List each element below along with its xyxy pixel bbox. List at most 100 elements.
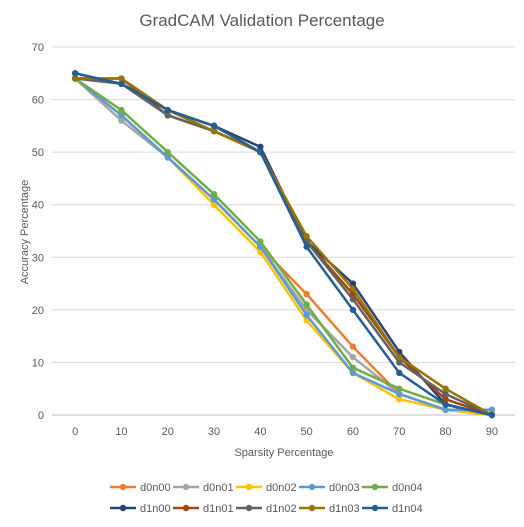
legend-label: d0n04 xyxy=(392,482,423,494)
data-point xyxy=(118,75,125,82)
legend-swatch-marker xyxy=(371,504,379,512)
data-point xyxy=(164,112,171,119)
data-point xyxy=(303,233,310,240)
legend-item-d0n02: d0n02 xyxy=(236,482,297,494)
y-tick-labels: 0 10 20 30 40 50 60 70 xyxy=(32,42,44,422)
legend-swatch-marker xyxy=(245,504,253,512)
x-tick-label: 80 xyxy=(439,426,451,438)
data-point xyxy=(396,390,403,398)
y-tick-label: 50 xyxy=(32,147,44,159)
data-point xyxy=(164,154,171,161)
data-point xyxy=(442,396,449,403)
data-point xyxy=(349,364,357,371)
data-point xyxy=(488,411,496,419)
legend-item-d0n04: d0n04 xyxy=(362,482,423,494)
data-point xyxy=(396,385,403,392)
y-tick-label: 10 xyxy=(32,357,44,369)
data-point xyxy=(118,117,125,124)
x-tick-label: 20 xyxy=(162,426,174,438)
data-point xyxy=(210,122,218,130)
x-axis-label: Sparsity Percentage xyxy=(234,447,333,459)
legend-label: d0n03 xyxy=(329,482,360,494)
data-point xyxy=(349,369,357,377)
data-point xyxy=(303,243,310,250)
data-point xyxy=(210,196,218,203)
x-tick-label: 60 xyxy=(347,426,359,438)
legend-item-d1n01: d1n01 xyxy=(173,503,234,515)
y-tick-label: 70 xyxy=(32,42,44,54)
y-tick-label: 60 xyxy=(32,95,44,107)
legend-label: d0n02 xyxy=(266,482,297,494)
data-point xyxy=(303,301,310,308)
data-point xyxy=(118,80,125,88)
data-point xyxy=(396,369,403,377)
legend-item-d1n00: d1n00 xyxy=(110,503,171,515)
data-point xyxy=(396,353,403,361)
data-point xyxy=(442,406,449,413)
x-tick-label: 30 xyxy=(208,426,220,438)
x-tick-label: 90 xyxy=(486,426,498,438)
data-point xyxy=(349,296,357,303)
y-axis-label: Accuracy Percentage xyxy=(19,180,31,285)
series-d1n04 xyxy=(71,70,496,419)
legend-label: d0n00 xyxy=(140,482,171,494)
series-line-d0n04 xyxy=(73,77,494,417)
legend-item-d0n03: d0n03 xyxy=(299,482,360,494)
data-point xyxy=(442,401,449,408)
data-point xyxy=(257,143,264,151)
legend-label: d1n02 xyxy=(266,503,297,515)
legend-swatch-marker xyxy=(182,504,190,512)
x-tick-label: 40 xyxy=(254,426,266,438)
y-tick-label: 20 xyxy=(32,305,44,317)
legend-label: d1n01 xyxy=(203,503,234,515)
data-point xyxy=(442,385,449,392)
data-point xyxy=(349,353,357,361)
series-line-d1n03 xyxy=(73,77,494,417)
x-tick-label: 10 xyxy=(115,426,127,438)
legend: d0n00 d0n01 d0n02 d0n03 d0n04 d1n00 d1n01 d1n02… xyxy=(110,482,423,515)
y-tick-label: 30 xyxy=(32,252,44,264)
data-point xyxy=(349,285,357,293)
legend-swatch-marker xyxy=(119,504,127,512)
data-point xyxy=(303,290,310,298)
legend-swatch-marker xyxy=(119,483,127,491)
data-point xyxy=(118,112,125,119)
data-point xyxy=(442,390,449,398)
data-point xyxy=(210,127,218,135)
legend-item-d1n04: d1n04 xyxy=(362,503,423,515)
data-series xyxy=(71,70,496,419)
data-point xyxy=(164,148,171,156)
legend-item-d1n03: d1n03 xyxy=(299,503,360,515)
data-point xyxy=(118,106,125,114)
legend-item-d1n02: d1n02 xyxy=(236,503,297,515)
gridlines xyxy=(52,46,515,416)
data-point xyxy=(257,148,264,156)
series-line-d1n04 xyxy=(73,72,494,417)
y-tick-label: 40 xyxy=(32,200,44,212)
legend-label: d1n00 xyxy=(140,503,171,515)
legend-swatch-marker xyxy=(245,483,253,491)
legend-label: d0n01 xyxy=(203,482,234,494)
data-point xyxy=(396,359,403,366)
x-tick-label: 50 xyxy=(301,426,313,438)
data-point xyxy=(210,191,218,198)
data-point xyxy=(349,343,357,350)
legend-label: d1n04 xyxy=(392,503,423,515)
series-line-d0n03 xyxy=(73,77,494,411)
data-point xyxy=(396,396,403,403)
x-tick-labels: 0 10 20 30 40 50 60 70 80 90 xyxy=(72,426,498,438)
data-point xyxy=(303,311,310,319)
data-point xyxy=(488,406,496,413)
x-tick-label: 70 xyxy=(393,426,405,438)
data-point xyxy=(71,75,79,82)
y-tick-label: 0 xyxy=(38,410,44,422)
data-point xyxy=(210,201,218,208)
data-point xyxy=(164,106,171,114)
legend-swatch-marker xyxy=(308,483,316,491)
legend-item-d0n00: d0n00 xyxy=(110,482,171,494)
legend-item-d0n01: d0n01 xyxy=(173,482,234,494)
legend-swatch-marker xyxy=(308,504,316,512)
legend-swatch-marker xyxy=(182,483,190,491)
series-d0n03 xyxy=(71,75,496,413)
